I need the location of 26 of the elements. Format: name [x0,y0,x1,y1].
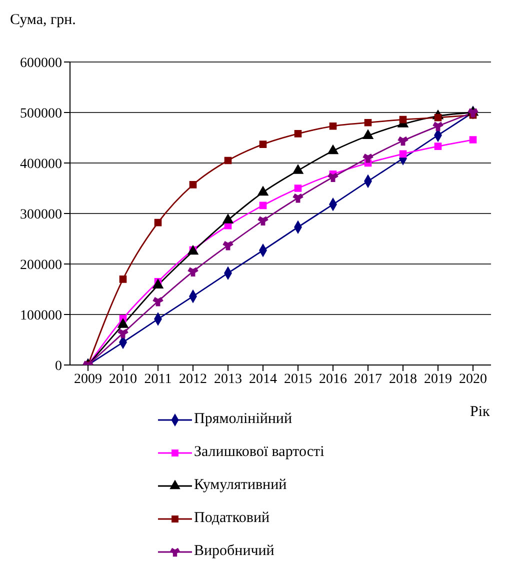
legend-label: Виробничий [194,543,274,560]
x-tick-label: 2013 [214,372,242,387]
y-tick-label: 0 [55,358,62,374]
y-tick-label: 600000 [20,56,62,71]
y-axis-title: Сума, грн. [10,12,76,29]
x-axis-title: Рік [470,404,490,421]
y-tick-label: 200000 [20,258,62,273]
x-tick-label: 2015 [284,372,312,387]
x-tick-label: 2019 [424,372,452,387]
x-tick-label: 2012 [179,372,207,387]
legend-label: Залишкової вартості [194,444,324,461]
x-tick-label: 2009 [74,372,102,387]
x-tick-label: 2014 [249,372,277,387]
x-tick-label: 2011 [144,372,172,387]
y-tick-label: 300000 [20,207,62,222]
x-tick-label: 2010 [109,372,137,387]
y-tick-label: 100000 [20,308,62,324]
legend-label: Податковий [194,510,270,527]
x-tick-label: 2018 [389,372,417,387]
y-tick-label: 400000 [20,156,62,172]
legend-label: Кумулятивний [194,477,287,494]
x-tick-label: 2016 [319,372,347,387]
x-tick-label: 2020 [459,372,487,387]
legend-label: Прямолінійний [194,411,292,428]
x-tick-label: 2017 [354,372,382,387]
y-tick-label: 500000 [20,106,62,122]
